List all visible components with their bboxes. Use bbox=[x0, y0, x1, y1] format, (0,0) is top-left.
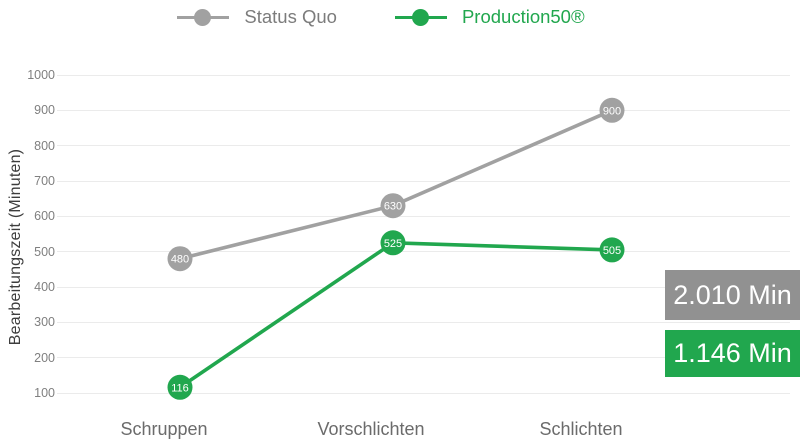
gridline bbox=[57, 251, 790, 253]
legend: Status Quo Production50® bbox=[0, 5, 762, 29]
y-tick-label: 800 bbox=[34, 138, 55, 153]
y-tick-label: 300 bbox=[34, 315, 55, 330]
gridline bbox=[57, 145, 790, 147]
y-tick-label: 600 bbox=[34, 209, 55, 224]
total-box-production50: 1.146 Min bbox=[665, 330, 800, 377]
y-tick-label: 700 bbox=[34, 174, 55, 188]
x-axis-label: Schruppen bbox=[120, 419, 208, 439]
line-marker-icon bbox=[177, 8, 230, 26]
gridline bbox=[57, 392, 790, 394]
gridline bbox=[57, 321, 790, 323]
x-axis-label: Vorschlichten bbox=[317, 419, 425, 439]
x-axis-label: Schlichten bbox=[539, 419, 623, 439]
y-tick-label: 900 bbox=[34, 103, 55, 118]
legend-label-production50: Production50® bbox=[461, 6, 585, 27]
gridline bbox=[57, 109, 790, 111]
total-value-production50: 1.146 Min bbox=[673, 338, 792, 368]
gridline bbox=[57, 180, 790, 182]
line-marker-icon bbox=[394, 8, 447, 26]
y-tick-label: 200 bbox=[34, 350, 55, 365]
y-tick-label: 400 bbox=[34, 280, 55, 294]
y-tick-label: 100 bbox=[34, 386, 55, 400]
total-value-status-quo: 2.010 Min bbox=[673, 279, 792, 310]
y-tick-label: 1000 bbox=[27, 68, 55, 82]
legend-item-production50: Production50® bbox=[394, 5, 585, 29]
total-box-status-quo: 2.010 Min bbox=[665, 270, 800, 320]
gridline bbox=[57, 215, 790, 217]
y-tick-label: 500 bbox=[34, 244, 55, 259]
gridline bbox=[57, 74, 790, 76]
legend-item-status-quo: Status Quo bbox=[177, 5, 337, 29]
legend-label-status-quo: Status Quo bbox=[244, 6, 337, 27]
